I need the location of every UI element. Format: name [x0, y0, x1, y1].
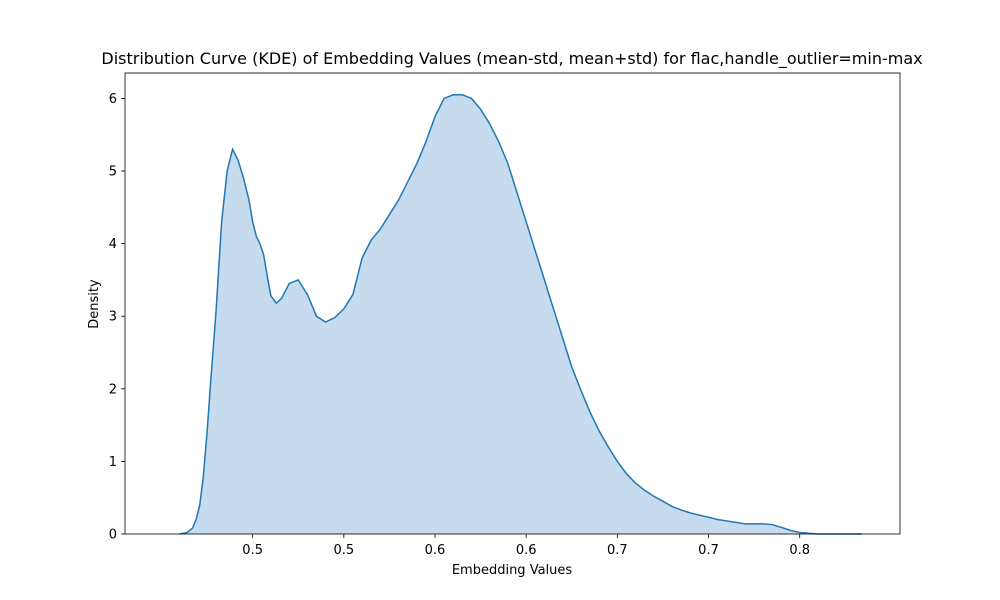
plot-area	[124, 72, 901, 535]
y-tick-label: 2	[109, 382, 117, 397]
y-tick-label: 1	[109, 455, 117, 470]
y-axis: 0 1 2 3 4 5 6	[109, 92, 125, 543]
x-axis-label: Embedding Values	[452, 563, 573, 578]
y-tick-label: 0	[109, 528, 117, 543]
y-tick-label: 5	[109, 165, 117, 180]
x-tick-label: 0.5	[333, 543, 354, 558]
x-axis: 0.5 0.5 0.6 0.6 0.7 0.7 0.8	[242, 534, 810, 558]
x-tick-label: 0.5	[242, 543, 263, 558]
y-tick-label: 4	[109, 237, 117, 252]
y-tick-label: 3	[109, 310, 117, 325]
x-tick-label: 0.6	[425, 543, 446, 558]
plot-frame	[124, 72, 901, 535]
x-tick-label: 0.8	[789, 543, 810, 558]
y-axis-label: Density	[87, 279, 102, 329]
chart-title: Distribution Curve (KDE) of Embedding Va…	[101, 49, 922, 69]
x-tick-label: 0.7	[698, 543, 719, 558]
x-tick-label: 0.7	[607, 543, 628, 558]
y-tick-label: 6	[109, 92, 117, 107]
kde-curve-line	[179, 94, 862, 535]
x-tick-label: 0.6	[516, 543, 537, 558]
kde-fill-area	[179, 94, 862, 534]
